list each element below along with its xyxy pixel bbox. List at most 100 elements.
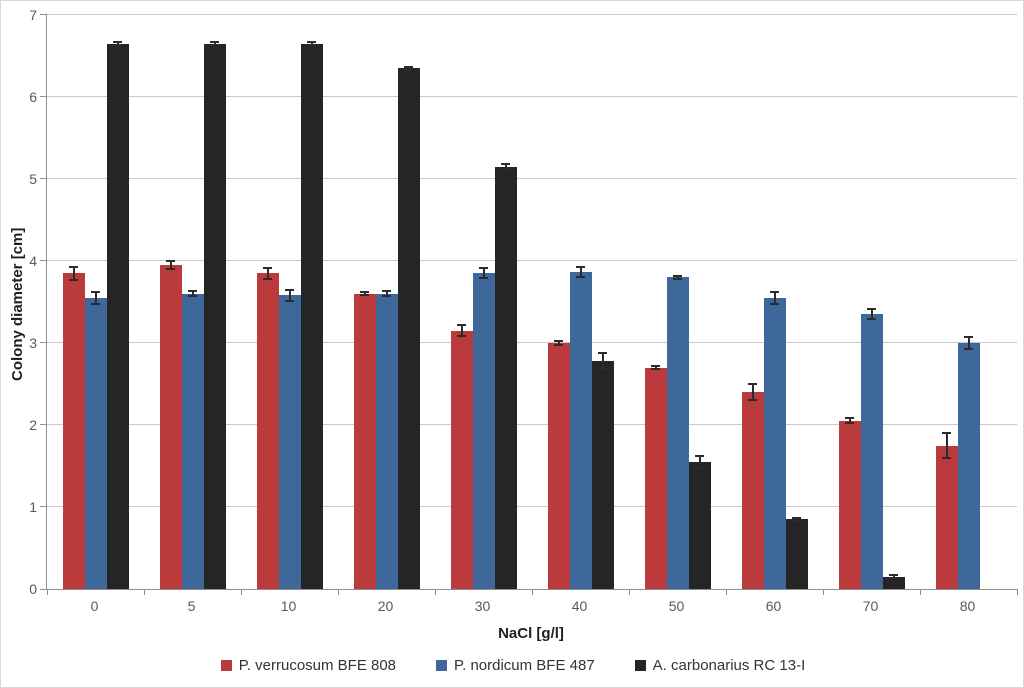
x-category-label: 60 (765, 598, 782, 614)
bar-series-3 (882, 576, 905, 589)
error-bar-cap-bottom (479, 277, 488, 280)
error-bar-cap-bottom (598, 368, 607, 371)
y-tick (40, 260, 47, 261)
error-bar-line (945, 433, 948, 458)
bar-series-1 (838, 420, 861, 589)
error-bar-cap-bottom (263, 278, 272, 281)
error-bar-line (213, 42, 216, 46)
bar-series-2 (84, 297, 107, 589)
error-bar-cap-bottom (210, 44, 219, 47)
error-bar-cap-top (770, 291, 779, 294)
x-category-label: 80 (959, 598, 976, 614)
error-bar-line (191, 291, 194, 297)
error-bar-line (460, 324, 463, 337)
bar-series-1 (644, 367, 667, 589)
x-tick (338, 589, 339, 595)
legend-marker-icon (220, 660, 232, 671)
y-tick (40, 506, 47, 507)
error-bar-line (557, 341, 560, 345)
x-category-label: 20 (377, 598, 394, 614)
error-bar-cap-top (792, 516, 801, 519)
bar-series-3 (397, 68, 420, 589)
bar-series-2 (569, 271, 592, 589)
x-category-label: 50 (668, 598, 685, 614)
error-bar-cap-top (457, 323, 466, 326)
x-tick (823, 589, 824, 595)
bar-series-1 (935, 445, 958, 589)
error-bar-line (116, 42, 119, 46)
gridline (47, 342, 1017, 343)
error-bar-cap-top (867, 308, 876, 311)
error-bar-cap-bottom (91, 302, 100, 305)
error-bar-cap-bottom (166, 268, 175, 271)
bar-series-3 (688, 461, 711, 589)
error-bar-cap-top (748, 383, 757, 385)
error-bar-line (892, 575, 895, 579)
error-bar-line (698, 456, 701, 468)
gridline (47, 506, 1017, 507)
error-bar-line (870, 309, 873, 320)
bar-series-1 (450, 330, 473, 589)
error-bar-cap-top (964, 336, 973, 339)
x-category-label: 0 (90, 598, 99, 614)
x-tick (1017, 589, 1018, 595)
x-category-label: 30 (474, 598, 491, 614)
error-bar-cap-bottom (651, 368, 660, 371)
error-bar-cap-bottom (867, 318, 876, 321)
error-bar-cap-bottom (360, 294, 369, 297)
y-axis-title: Colony diameter [cm] (9, 227, 26, 381)
error-bar-cap-top (91, 291, 100, 294)
error-bar-line (94, 292, 97, 304)
bar-series-2 (957, 343, 980, 589)
gridline (47, 178, 1017, 179)
error-bar-cap-bottom (554, 343, 563, 346)
bar-series-3 (300, 43, 323, 589)
error-bar-cap-bottom (695, 466, 704, 469)
bar-series-3 (591, 361, 614, 589)
x-category-label: 40 (571, 598, 588, 614)
legend-marker-icon (436, 660, 448, 671)
error-bar-cap-bottom (457, 335, 466, 338)
y-tick (40, 14, 47, 15)
error-bar-line (363, 292, 366, 296)
y-tick-label: 5 (29, 171, 37, 187)
error-bar-cap-top (889, 574, 898, 577)
error-bar-cap-bottom (285, 300, 294, 303)
error-bar-cap-bottom (382, 295, 391, 298)
error-bar-cap-top (501, 163, 510, 166)
x-tick (144, 589, 145, 595)
error-bar-cap-bottom (307, 44, 316, 47)
error-bar-cap-bottom (69, 278, 78, 281)
error-bar-cap-bottom (964, 347, 973, 350)
legend-label: P. verrucosum BFE 808 (238, 657, 397, 674)
gridline (47, 260, 1017, 261)
y-tick (40, 424, 47, 425)
bar-series-3 (203, 43, 226, 589)
bar-series-2 (375, 293, 398, 589)
error-bar-line (601, 352, 604, 370)
y-tick-label: 1 (29, 499, 37, 515)
legend-label: A. carbonarius RC 13-I (652, 657, 806, 674)
x-tick (241, 589, 242, 595)
x-category-label: 5 (187, 598, 196, 614)
x-tick (920, 589, 921, 595)
bar-series-1 (741, 392, 764, 589)
gridline (47, 424, 1017, 425)
legend-item-1: P. verrucosum BFE 808 (220, 657, 397, 674)
error-bar-line (72, 266, 75, 280)
error-bar-cap-top (942, 432, 951, 435)
x-category-label: 70 (862, 598, 879, 614)
bar-series-3 (106, 43, 129, 589)
bar-series-2 (666, 277, 689, 589)
gridline (47, 14, 1017, 15)
bar-series-1 (256, 273, 279, 589)
bar-series-3 (494, 166, 517, 589)
error-bar-cap-top (845, 417, 854, 420)
y-tick (40, 96, 47, 97)
bar-series-2 (472, 273, 495, 589)
error-bar-cap-bottom (188, 295, 197, 298)
legend-item-2: P. nordicum BFE 487 (436, 657, 595, 674)
x-tick (629, 589, 630, 595)
error-bar-cap-top (113, 41, 122, 44)
error-bar-cap-top (576, 265, 585, 268)
